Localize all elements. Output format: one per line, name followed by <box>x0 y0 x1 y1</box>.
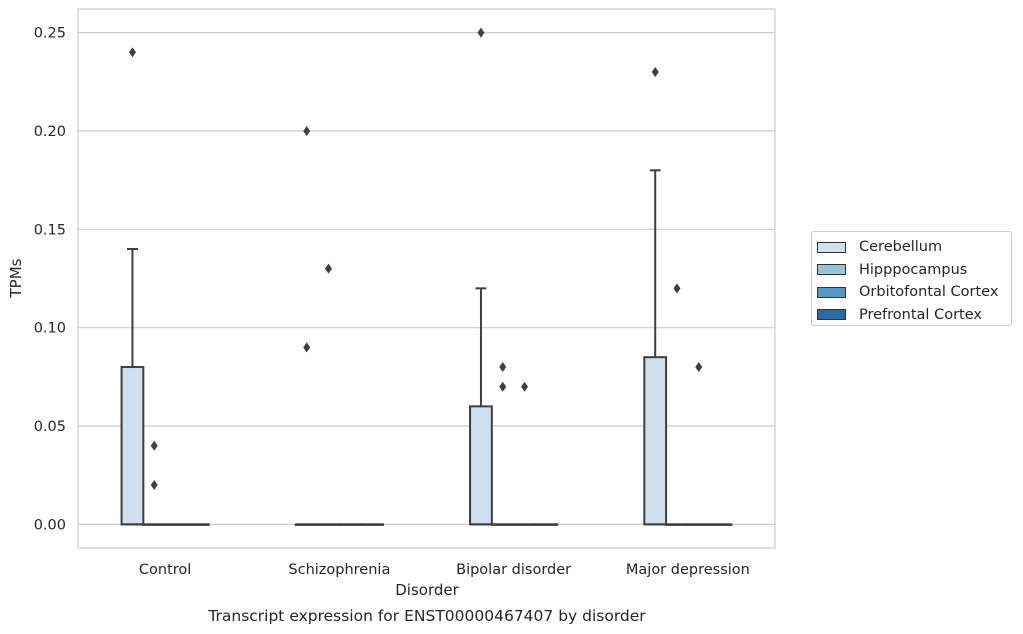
y-tick-label: 0.05 <box>34 419 66 435</box>
legend-label-prefrontal-cortex: Prefrontal Cortex <box>859 306 982 323</box>
legend: Cerebellum Hipppocampus Orbitofontal Cor… <box>811 231 1012 326</box>
legend-label-hippocampus: Hipppocampus <box>859 261 968 278</box>
legend-swatch-cerebellum <box>817 241 846 253</box>
chart-title: Transcript expression for ENST0000046740… <box>207 607 646 625</box>
outlier-point <box>651 66 659 77</box>
box-group <box>360 523 384 526</box>
outlier-point <box>695 362 703 373</box>
outlier-point <box>499 362 507 373</box>
x-tick-label: Schizophrenia <box>288 562 390 578</box>
legend-swatch-orbitofrontal-cortex <box>817 286 846 298</box>
box-group <box>338 523 363 526</box>
outlier-point <box>477 27 485 38</box>
box-group <box>316 263 341 526</box>
x-tick-label: Major depression <box>626 562 750 578</box>
box-rect <box>469 405 493 526</box>
box-group <box>643 66 668 526</box>
y-tick-label: 0.00 <box>34 517 66 533</box>
outlier-point <box>303 342 311 353</box>
legend-label-orbitofrontal-cortex: Orbitofontal Cortex <box>859 284 999 301</box>
legend-label-cerebellum: Cerebellum <box>859 239 943 256</box>
box-marks <box>120 27 733 526</box>
legend-swatch-prefrontal-cortex <box>817 309 846 321</box>
box-group <box>534 523 559 526</box>
box-group <box>708 523 733 526</box>
outlier-point <box>521 381 529 392</box>
legend-item-orbitofrontal-cortex: Orbitofontal Cortex <box>817 281 1011 304</box>
y-tick-labels: 0.00 0.05 0.10 0.15 0.20 0.25 <box>34 26 66 534</box>
box-rect <box>643 356 668 526</box>
y-tick-label: 0.10 <box>34 321 66 337</box>
y-tick-label: 0.15 <box>34 222 66 238</box>
outlier-point <box>150 440 158 451</box>
box-group <box>490 362 515 526</box>
x-tick-label: Control <box>139 562 191 578</box>
outlier-point <box>499 381 507 392</box>
legend-item-prefrontal-cortex: Prefrontal Cortex <box>817 304 1011 327</box>
x-axis-label: Disorder <box>395 581 459 599</box>
box-group <box>164 523 188 526</box>
legend-item-hippocampus: Hipppocampus <box>817 259 1011 282</box>
legend-item-cerebellum: Cerebellum <box>817 236 1011 259</box>
y-axis-label: TPMs <box>7 258 25 298</box>
plot-area-frame <box>77 8 776 549</box>
y-tick-label: 0.20 <box>34 124 66 140</box>
outlier-point <box>324 263 332 274</box>
box-rect <box>120 366 145 526</box>
outlier-point <box>128 47 136 58</box>
box-group <box>469 27 493 526</box>
box-group <box>686 362 711 526</box>
legend-swatch-hippocampus <box>817 264 846 276</box>
x-tick-labels: Control Schizophrenia Bipolar disorder Majo… <box>139 562 750 578</box>
box-group <box>185 523 210 526</box>
box-group <box>294 125 319 526</box>
outlier-point <box>673 283 681 294</box>
box-group <box>142 440 167 526</box>
box-group <box>120 47 145 526</box>
y-tick-label: 0.25 <box>34 26 66 42</box>
box-group <box>512 381 537 526</box>
outlier-point <box>150 480 158 491</box>
grid-lines <box>78 32 775 525</box>
x-tick-label: Bipolar disorder <box>456 562 571 578</box>
box-group <box>665 283 689 526</box>
outlier-point <box>303 125 311 136</box>
